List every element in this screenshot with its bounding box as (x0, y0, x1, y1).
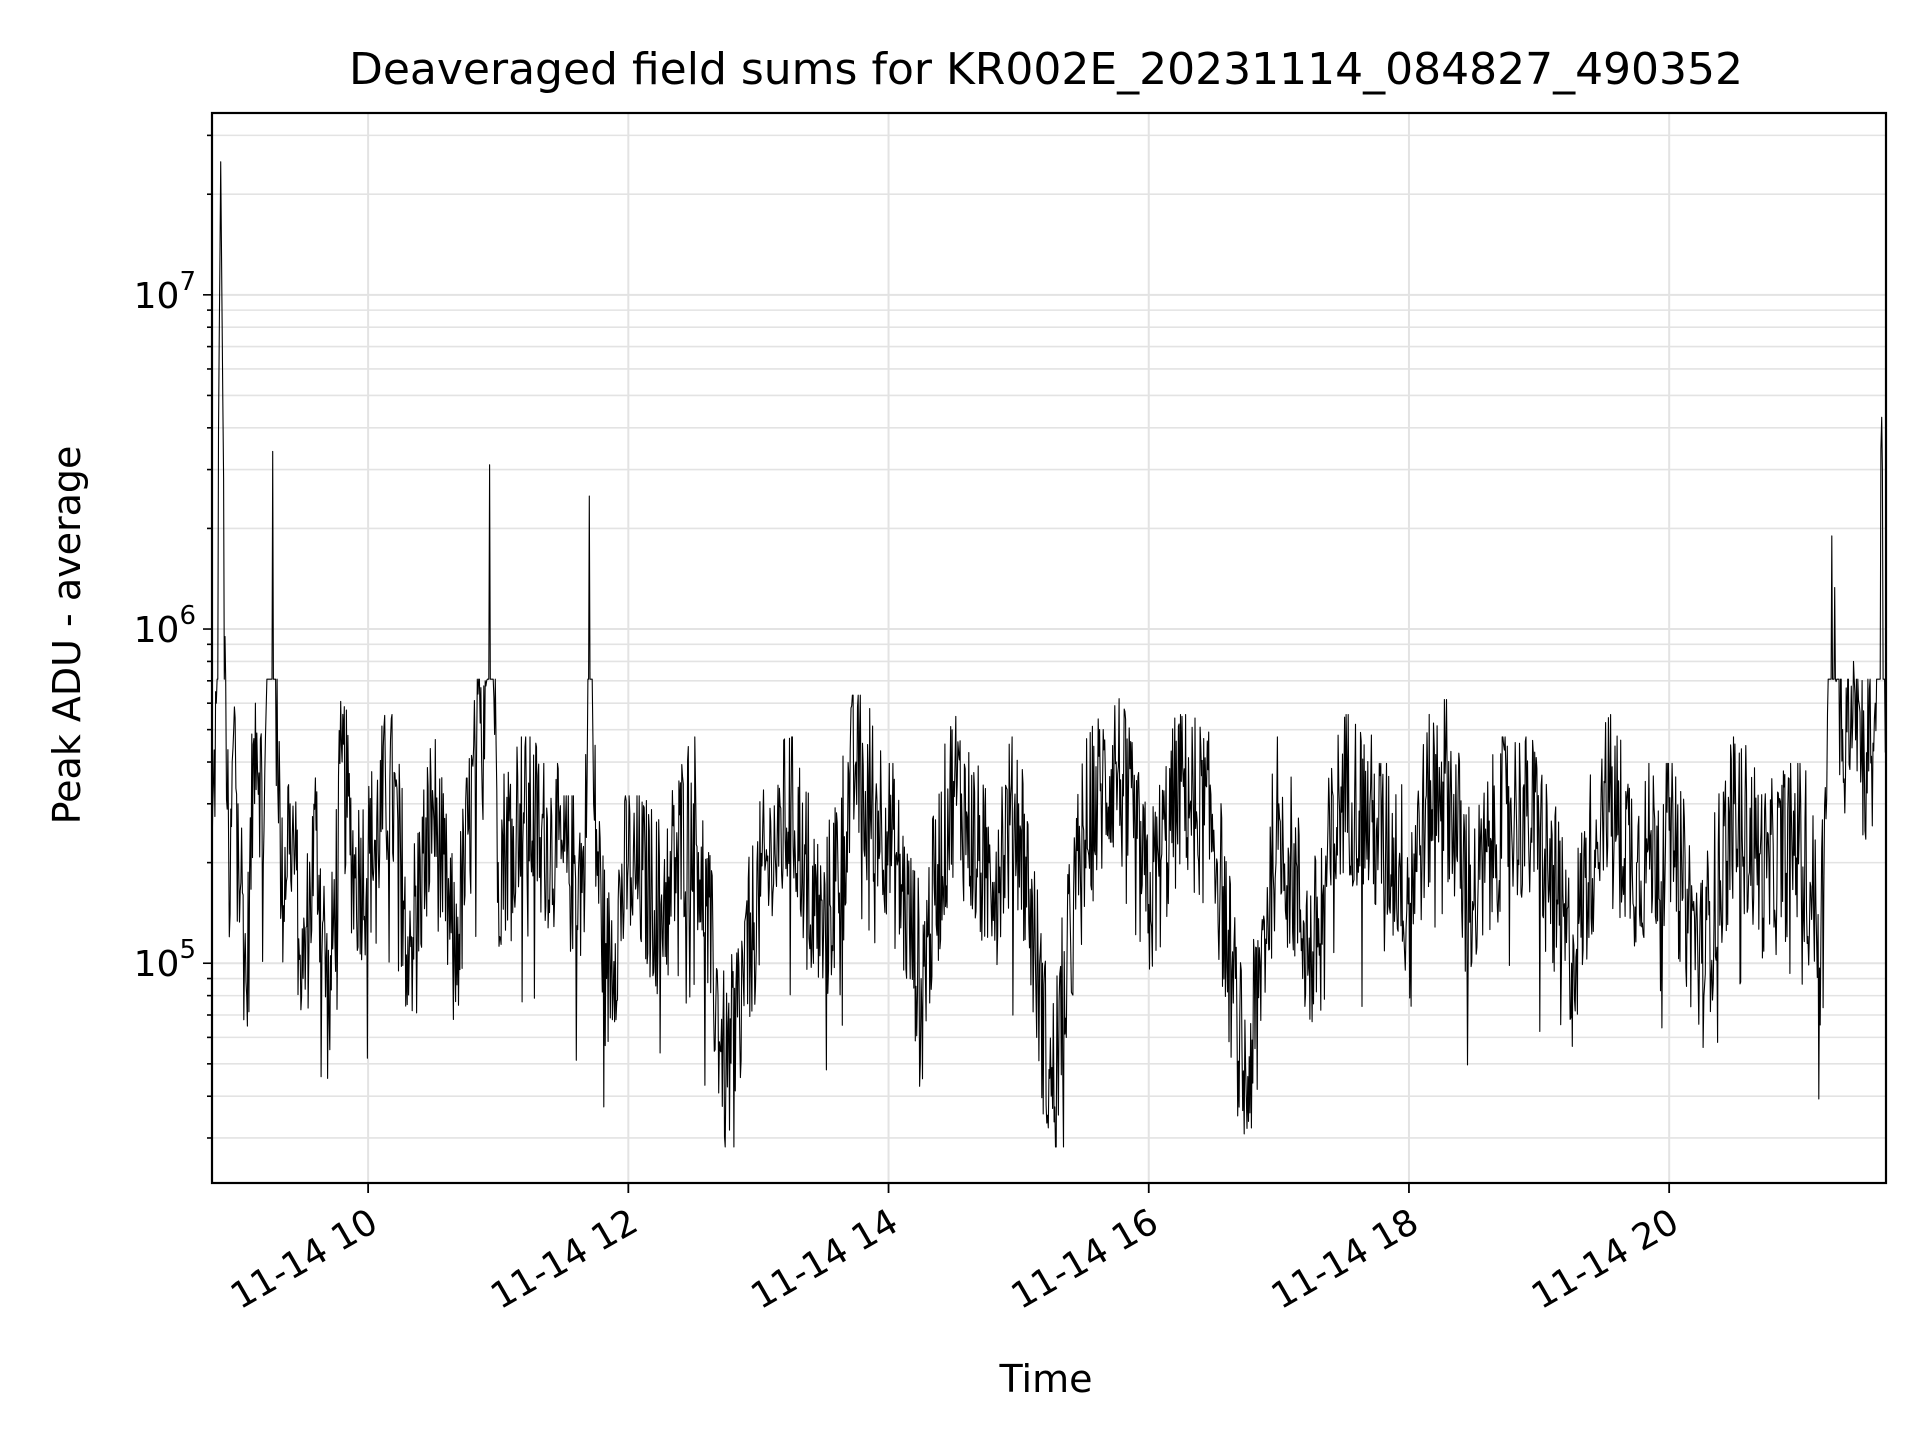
x-axis-label: Time (999, 1357, 1093, 1401)
grid-lines (212, 113, 1886, 1183)
y-axis-label: Peak ADU - average (45, 446, 89, 825)
chart-title: Deaveraged field sums for KR002E_2023111… (349, 44, 1743, 95)
y-tick-label: 106 (134, 601, 196, 651)
plot-frame (210, 111, 1888, 1185)
data-line (211, 161, 1887, 1148)
y-tick-label: 105 (134, 935, 196, 985)
y-tick-label: 107 (134, 267, 196, 317)
data-series (211, 161, 1887, 1148)
